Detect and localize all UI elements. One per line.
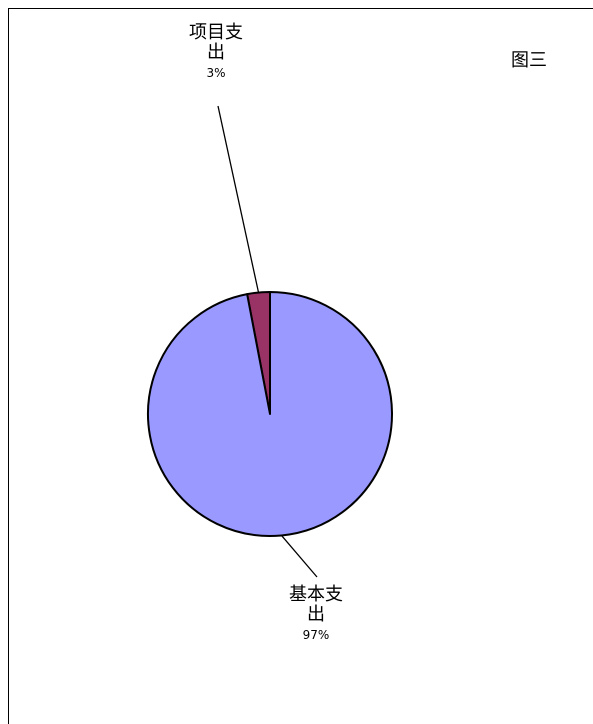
slice-percent-2: 97% (303, 628, 330, 642)
slice-label-1-line-1: 项目支 (189, 22, 243, 43)
pie-slices (147, 291, 393, 537)
pie-slice-2 (147, 291, 393, 537)
slice-percent-1: 3% (206, 66, 225, 80)
chart-title: 图三 (511, 50, 547, 71)
leader-lines (217, 105, 318, 578)
leader-line-1 (217, 105, 260, 293)
slice-label-2-line-1: 基本支 (289, 584, 343, 605)
slice-label-2-line-2: 出 (307, 604, 325, 625)
slice-label-1-line-2: 出 (207, 42, 225, 63)
leader-line-2 (280, 535, 318, 578)
